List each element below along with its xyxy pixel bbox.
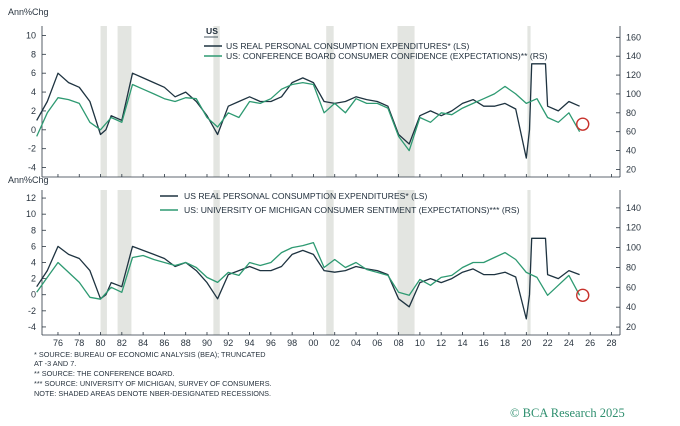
left-tick-label: 12 xyxy=(26,193,36,203)
top-legend-conference-board: US: CONFERENCE BOARD CONSUMER CONFIDENCE… xyxy=(226,51,548,61)
left-tick-label: 8 xyxy=(31,49,36,59)
right-tick-label: 120 xyxy=(626,70,641,80)
footnote-1-cont: AT -3 AND 7. xyxy=(34,359,76,368)
x-tick-label: 12 xyxy=(436,338,446,348)
top-series-pce-line xyxy=(36,63,580,159)
left-tick-label: 6 xyxy=(31,68,36,78)
left-tick-label: 8 xyxy=(31,225,36,235)
bottom-legend-michigan: US: UNIVERSITY OF MICHIGAN CONSUMER SENT… xyxy=(184,205,520,215)
recession-band-5 xyxy=(527,26,531,177)
right-tick-label: 20 xyxy=(626,164,636,174)
bottom-left-axis: -4 -2 0 2 4 6 8 10 12 xyxy=(26,193,46,332)
footnote-1: * SOURCE: BUREAU OF ECONOMIC ANALYSIS (B… xyxy=(34,350,266,359)
brand-logo: © BCA Research 2025 xyxy=(510,406,625,420)
bot-series-pce-line xyxy=(36,237,580,320)
left-tick-label: 10 xyxy=(26,209,36,219)
x-tick-label: 00 xyxy=(308,338,318,348)
left-tick-label: 2 xyxy=(31,106,36,116)
x-tick-label: 02 xyxy=(330,338,340,348)
right-tick-label: 140 xyxy=(626,51,641,61)
bottom-legend-pce: US REAL PERSONAL CONSUMPTION EXPENDITURE… xyxy=(184,191,428,201)
left-tick-label: 0 xyxy=(31,290,36,300)
recession-band-2 xyxy=(213,26,220,177)
recession-band-3 xyxy=(326,26,334,177)
x-tick-label: 92 xyxy=(223,338,233,348)
right-tick-label: 40 xyxy=(626,146,636,156)
x-tick-label: 06 xyxy=(372,338,382,348)
x-tick-label: 90 xyxy=(202,338,212,348)
footnote-2: ** SOURCE: THE CONFERENCE BOARD. xyxy=(34,369,175,378)
footnotes: * SOURCE: BUREAU OF ECONOMIC ANALYSIS (B… xyxy=(34,350,272,398)
left-tick-label: 6 xyxy=(31,241,36,251)
right-tick-label: 100 xyxy=(626,89,641,99)
left-tick-label: -4 xyxy=(28,322,36,332)
x-tick-label: 14 xyxy=(457,338,467,348)
x-tick-label: 28 xyxy=(606,338,616,348)
x-tick-label: 84 xyxy=(138,338,148,348)
x-tick-label: 76 xyxy=(53,338,63,348)
top-series-survey-line xyxy=(36,81,581,152)
recession-band-1 xyxy=(117,190,132,335)
recession-band-1 xyxy=(117,26,132,177)
top-legend-pce: US REAL PERSONAL CONSUMPTION EXPENDITURE… xyxy=(226,41,470,51)
left-tick-label: -2 xyxy=(28,306,36,316)
x-tick-label: 94 xyxy=(245,338,255,348)
x-tick-label: 98 xyxy=(287,338,297,348)
footnote-3: *** SOURCE: UNIVERSITY OF MICHIGAN, SURV… xyxy=(34,379,272,388)
left-tick-label: -4 xyxy=(28,163,36,173)
x-tick-label: 88 xyxy=(181,338,191,348)
x-tick-label: 22 xyxy=(543,338,553,348)
x-tick-label: 82 xyxy=(117,338,127,348)
footnote-note: NOTE: SHADED AREAS DENOTE NBER-DESIGNATE… xyxy=(34,389,271,398)
top-panel-title: US xyxy=(206,26,218,36)
left-tick-label: 4 xyxy=(31,258,36,268)
left-tick-label: 4 xyxy=(31,87,36,97)
right-tick-label: 60 xyxy=(626,127,636,137)
right-tick-label: 60 xyxy=(626,282,636,292)
recession-band-2 xyxy=(213,190,220,335)
x-axis: 76 78 80 82 84 86 88 90 92 94 96 98 00 02 04 06 08 10 12 14… xyxy=(53,332,616,348)
left-tick-label: 0 xyxy=(31,125,36,135)
right-tick-label: 20 xyxy=(626,322,636,332)
right-tick-label: 80 xyxy=(626,262,636,272)
left-tick-label: -2 xyxy=(28,144,36,154)
x-tick-label: 08 xyxy=(394,338,404,348)
x-tick-label: 24 xyxy=(564,338,574,348)
x-tick-label: 80 xyxy=(96,338,106,348)
top-panel: Ann%Chg US -4 -2 0 2 4 6 8 10 20 40 60 80 100 120 140… xyxy=(8,7,641,178)
right-tick-label: 100 xyxy=(626,243,641,253)
recession-band-0 xyxy=(100,26,107,177)
recession-band-4 xyxy=(397,190,415,335)
bottom-left-axis-unit: Ann%Chg xyxy=(8,175,49,185)
bot-highlight-circle xyxy=(576,288,590,302)
right-tick-label: 40 xyxy=(626,302,636,312)
x-tick-label: 10 xyxy=(415,338,425,348)
x-tick-label: 20 xyxy=(521,338,531,348)
left-tick-label: 2 xyxy=(31,274,36,284)
left-tick-label: 10 xyxy=(26,30,36,40)
x-tick-label: 96 xyxy=(266,338,276,348)
right-tick-label: 140 xyxy=(626,203,641,213)
right-tick-label: 120 xyxy=(626,223,641,233)
x-tick-label: 86 xyxy=(159,338,169,348)
x-tick-label: 16 xyxy=(479,338,489,348)
top-highlight-circle xyxy=(576,117,590,131)
recession-band-5 xyxy=(527,190,531,335)
top-right-axis: 20 40 60 80 100 120 140 160 xyxy=(616,32,641,174)
bot-series-survey-line xyxy=(36,241,581,300)
right-tick-label: 80 xyxy=(626,108,636,118)
top-left-axis: -4 -2 0 2 4 6 8 10 xyxy=(26,30,612,177)
x-tick-label: 78 xyxy=(74,338,84,348)
bottom-right-axis: 20 40 60 80 100 120 140 xyxy=(616,203,641,332)
x-tick-label: 18 xyxy=(500,338,510,348)
top-left-axis-unit: Ann%Chg xyxy=(8,7,49,17)
x-tick-label: 26 xyxy=(585,338,595,348)
right-tick-label: 160 xyxy=(626,32,641,42)
recession-band-0 xyxy=(100,190,107,335)
x-tick-label: 04 xyxy=(351,338,361,348)
